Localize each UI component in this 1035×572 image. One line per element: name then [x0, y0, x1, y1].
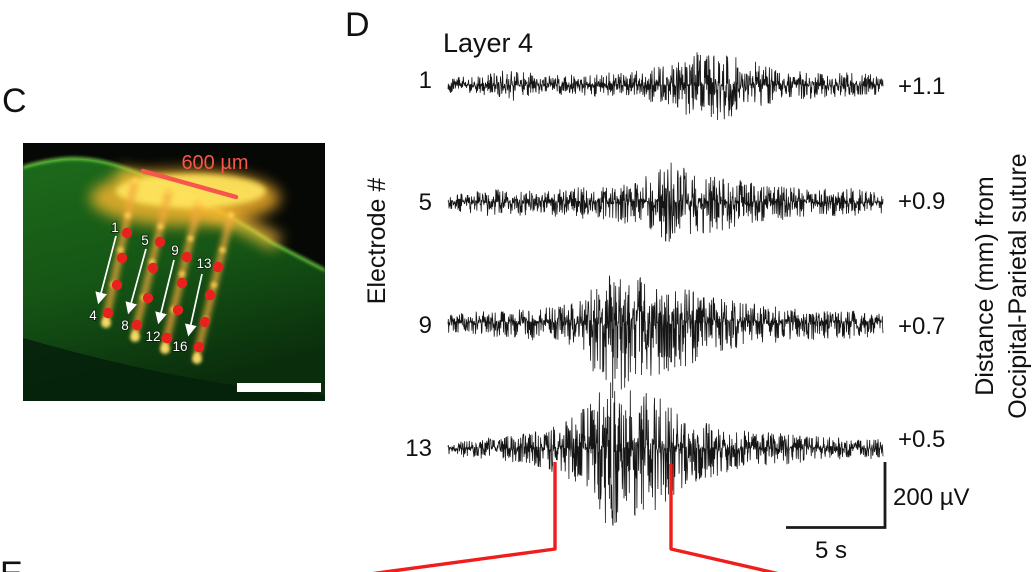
track-bead	[187, 235, 194, 242]
cortex-tissue	[23, 158, 325, 401]
distance-axis-label-line1: Distance (mm) from	[971, 176, 999, 396]
electrode-site-dot	[204, 289, 216, 301]
voltage-scale-text: 200 µV	[893, 484, 970, 511]
track-tip-glow	[130, 332, 140, 342]
track-tip-glow	[160, 344, 170, 354]
panel-e-label: E	[0, 557, 23, 572]
track-bead	[124, 212, 131, 219]
electrode-site-dot	[111, 279, 123, 291]
electrode-site-dot	[116, 252, 128, 264]
lfp-trace-electrode-13	[447, 382, 884, 526]
electrode-direction-arrow	[155, 259, 175, 325]
electrode-number-1: 1	[111, 220, 119, 235]
track-tip-glow	[192, 354, 202, 364]
electrode-number-1: 1	[418, 67, 432, 94]
distance-label-9: +0.7	[898, 313, 946, 340]
track-bead	[210, 281, 218, 289]
lfp-trace-electrode-9	[447, 275, 884, 399]
electrode-site-dot	[154, 236, 166, 248]
micrograph-panel-c: 1 4 5 8 9 12 13 16 600 µm	[23, 143, 325, 401]
layer4-title: Layer 4	[443, 28, 534, 58]
track-bead	[117, 246, 124, 254]
electrode-site-dot	[161, 332, 173, 344]
callout-line-right	[669, 464, 779, 572]
panel-d-label: D	[345, 6, 370, 44]
time-scale-text: 5 s	[815, 537, 848, 564]
electrode-number-5: 5	[418, 189, 432, 216]
distance-axis-label-line2: Occipital-Parietal suture	[1004, 153, 1032, 419]
distance-axis-label: Distance (mm) from Occipital-Parietal su…	[969, 106, 1035, 466]
track-bead	[219, 246, 226, 254]
distance-label-5: +0.9	[898, 188, 946, 215]
electrode-number-5: 5	[141, 233, 149, 248]
electrode-number-13: 13	[405, 435, 432, 462]
white-scalebar	[237, 383, 321, 392]
lfp-trace-electrode-5	[447, 162, 884, 242]
track-bead	[195, 199, 203, 207]
electrode-direction-arrow	[95, 235, 117, 305]
electrode-number-9: 9	[171, 243, 179, 258]
track-bead	[227, 211, 235, 219]
electrode-site-dot	[102, 307, 114, 319]
electrode-number-12: 12	[145, 329, 160, 344]
electrode-direction-arrow	[185, 273, 203, 337]
electrode-direction-arrow	[125, 248, 147, 315]
callout-line-left	[372, 462, 557, 572]
lfp-trace-electrode-1	[447, 52, 884, 121]
electrode-number-9: 9	[418, 312, 432, 339]
track-bead	[178, 270, 186, 278]
track-tip-glow	[101, 318, 111, 328]
tissue-dark-band	[23, 338, 325, 401]
electrode-number-16: 16	[172, 339, 187, 354]
electrode-site-dot	[176, 277, 188, 289]
scale-line-600um	[140, 168, 239, 200]
scale-annotation-text: 600 µm	[181, 152, 248, 174]
electrode-site-dot	[172, 304, 184, 316]
voltage-time-scalebar	[786, 462, 887, 529]
electrode-site-dot	[147, 262, 159, 274]
track-bead	[157, 223, 164, 230]
electrode-site-dot	[181, 251, 193, 263]
panel-c-label: C	[2, 82, 27, 120]
electrode-site-dot	[212, 261, 224, 273]
track-bead	[165, 187, 173, 195]
track-bead	[131, 177, 139, 185]
electrode-annotations: 1 4 5 8 9 12 13 16	[88, 219, 224, 355]
electrode-number-4: 4	[89, 308, 97, 323]
electrode-number-13: 13	[196, 256, 211, 271]
electrode-site-dot	[121, 227, 133, 239]
electrode-site-dot	[131, 319, 143, 331]
electrode-site-dot	[193, 341, 205, 353]
electrode-site-dot	[142, 292, 154, 304]
distance-label-13: +0.5	[898, 426, 946, 453]
electrode-number-8: 8	[121, 318, 129, 333]
electrode-axis-label: Electrode #	[363, 177, 391, 305]
electrode-site-dot	[199, 316, 211, 328]
distance-label-1: +1.1	[898, 73, 946, 100]
